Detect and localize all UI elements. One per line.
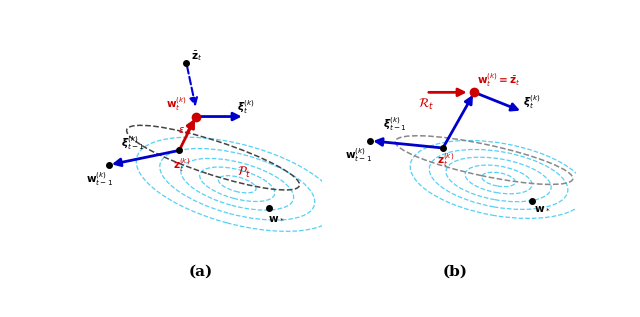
Text: $\mathbf{w}_t^{(k)} \equiv \bar{\mathbf{z}}_t$: $\mathbf{w}_t^{(k)} \equiv \bar{\mathbf{… <box>477 71 520 89</box>
Text: $\boldsymbol{\xi}_t^{(k)}$: $\boldsymbol{\xi}_t^{(k)}$ <box>523 93 540 111</box>
Text: (a): (a) <box>189 264 213 278</box>
Text: $\mathcal{P}_t$: $\mathcal{P}_t$ <box>237 165 252 180</box>
Text: $\boldsymbol{\xi}_t^{(k)}$: $\boldsymbol{\xi}_t^{(k)}$ <box>237 98 255 116</box>
Text: $\boldsymbol{\xi}_{t-1}^{(k)}$: $\boldsymbol{\xi}_{t-1}^{(k)}$ <box>121 134 145 152</box>
Text: $\mathbf{w}_{t-1}^{(k)}$: $\mathbf{w}_{t-1}^{(k)}$ <box>344 146 372 164</box>
Text: (b): (b) <box>442 264 468 278</box>
Text: $\mathbf{w}_*$: $\mathbf{w}_*$ <box>268 214 284 223</box>
Text: $\mathbf{z}_t^{(k)}$: $\mathbf{z}_t^{(k)}$ <box>436 151 454 169</box>
Text: $\mathbf{z}_t^{(k)}$: $\mathbf{z}_t^{(k)}$ <box>173 156 190 174</box>
Text: $\mathbf{w}_{t-1}^{(k)}$: $\mathbf{w}_{t-1}^{(k)}$ <box>86 171 113 188</box>
Text: $\mathbf{w}_t^{(k)}$: $\mathbf{w}_t^{(k)}$ <box>166 95 188 113</box>
Text: $\boldsymbol{\xi}_{t-1}^{(k)}$: $\boldsymbol{\xi}_{t-1}^{(k)}$ <box>383 115 406 133</box>
Text: $\bar{\mathbf{z}}_t$: $\bar{\mathbf{z}}_t$ <box>191 49 202 63</box>
Text: $\mathbf{w}_*$: $\mathbf{w}_*$ <box>534 204 550 213</box>
Text: $\mathcal{R}_t$: $\mathcal{R}_t$ <box>418 97 435 112</box>
Text: $\epsilon$: $\epsilon$ <box>178 125 185 135</box>
